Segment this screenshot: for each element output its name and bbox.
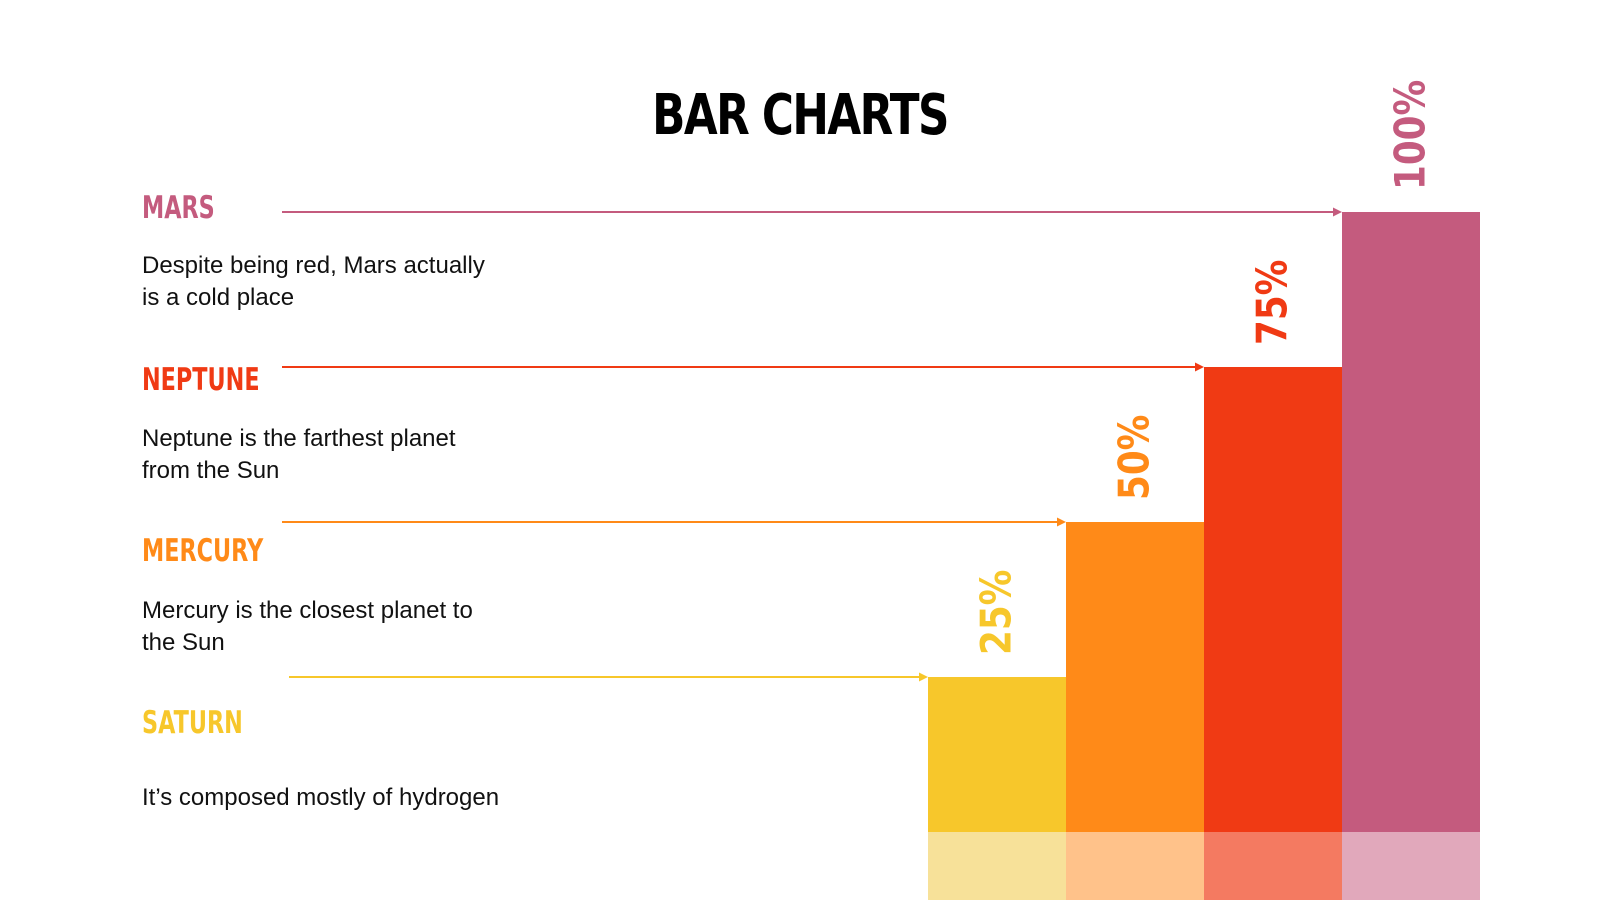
bar-mercury <box>1066 522 1204 832</box>
label-mars: MARS <box>142 190 215 226</box>
value-label-saturn: 25% <box>973 570 1021 655</box>
bar-base-neptune <box>1204 832 1342 900</box>
arrow-head-saturn <box>919 672 928 682</box>
bar-base-mercury <box>1066 832 1204 900</box>
label-mercury: MERCURY <box>142 533 264 569</box>
description-neptune-line1: Neptune is the farthest planet <box>142 425 456 452</box>
description-saturn: It’s composed mostly of hydrogen <box>142 782 562 814</box>
description-mercury-line2: the Sun <box>142 629 225 656</box>
arrow-head-neptune <box>1195 362 1204 372</box>
bar-neptune <box>1204 367 1342 832</box>
page-title: BAR CHARTS <box>652 83 949 148</box>
label-saturn: SATURN <box>142 705 243 741</box>
description-mercury-line1: Mercury is the closest planet to <box>142 597 473 624</box>
bar-mars <box>1342 212 1480 832</box>
arrow-head-mercury <box>1057 517 1066 527</box>
value-label-mercury: 50% <box>1111 415 1159 500</box>
value-label-mars: 100% <box>1387 80 1435 190</box>
description-mars-line1: Despite being red, Mars actually <box>142 252 485 279</box>
description-neptune: Neptune is the farthest planet from the … <box>142 423 562 487</box>
bar-base-mars <box>1342 832 1480 900</box>
label-neptune: NEPTUNE <box>142 362 260 398</box>
description-mars-line2: is a cold place <box>142 284 295 311</box>
description-mars: Despite being red, Mars actually is a co… <box>142 250 562 314</box>
bar-base-saturn <box>928 832 1066 900</box>
arrow-head-mars <box>1333 207 1342 217</box>
bar-saturn <box>928 677 1066 832</box>
description-neptune-line2: from the Sun <box>142 457 280 484</box>
description-mercury: Mercury is the closest planet to the Sun <box>142 595 562 659</box>
description-saturn-line1: It’s composed mostly of hydrogen <box>142 784 500 811</box>
value-label-neptune: 75% <box>1249 260 1297 345</box>
